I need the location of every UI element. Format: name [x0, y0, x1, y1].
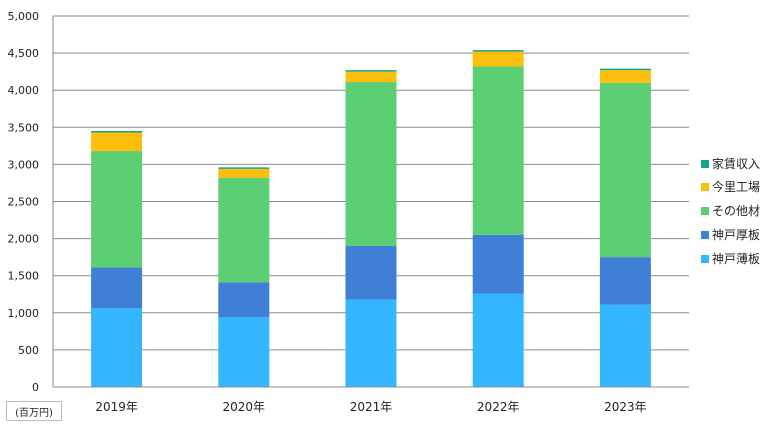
y-tick-label: 3,500	[8, 121, 40, 134]
bar-segment	[599, 304, 651, 387]
x-tick-label: 2022年	[477, 400, 520, 414]
legend-swatch	[701, 255, 709, 263]
x-tick-label: 2023年	[604, 400, 647, 414]
legend-label: その他材	[712, 204, 760, 218]
axes	[52, 16, 689, 388]
y-tick-label: 1,000	[8, 307, 40, 320]
bar-segment	[599, 68, 651, 71]
legend-swatch	[701, 231, 709, 239]
y-axis-ticks: 0 500 1,000 1,500 2,000 2,500 3,000 3,500 4,000 4…	[8, 10, 40, 394]
x-tick-label: 2020年	[223, 400, 266, 414]
y-tick-label: 5,000	[8, 10, 40, 23]
bar-segment	[218, 317, 270, 387]
bar-segment	[91, 308, 143, 387]
bar-segment	[345, 70, 397, 72]
bar-segment	[472, 234, 524, 294]
y-tick-label: 0	[32, 381, 39, 394]
legend-swatch	[701, 160, 709, 168]
bar-segment	[91, 267, 143, 309]
y-tick-label: 1,500	[8, 270, 40, 283]
y-tick-label: 500	[18, 344, 39, 357]
legend-label: 神戸厚板	[712, 228, 760, 242]
bar-segment	[91, 131, 143, 133]
x-axis-ticks: 2019年 2020年 2021年 2022年 2023年	[95, 400, 646, 414]
bar-segment	[472, 50, 524, 52]
x-tick-label: 2021年	[350, 400, 393, 414]
bar-segment	[472, 51, 524, 67]
bar-segment	[345, 71, 397, 83]
legend-label: 家賃収入	[712, 156, 760, 171]
legend-swatch	[701, 183, 709, 191]
y-tick-label: 3,000	[8, 158, 40, 171]
bar-segment	[472, 293, 524, 387]
bar-segment	[345, 299, 397, 387]
bar-segment	[218, 282, 270, 318]
bar-segment	[218, 177, 270, 283]
legend-label: 神戸薄板	[712, 251, 760, 266]
bar-segment	[599, 257, 651, 305]
legend-swatch	[701, 207, 709, 215]
bar-segment	[91, 151, 143, 268]
y-tick-label: 2,500	[8, 196, 40, 209]
x-tick-label: 2019年	[95, 400, 138, 414]
bar-segment	[218, 168, 270, 178]
y-tick-label: 4,000	[8, 84, 40, 97]
bar-segment	[599, 82, 651, 258]
bars	[91, 50, 651, 387]
unit-label: (百万円)	[6, 401, 62, 421]
bar-segment	[91, 132, 143, 152]
bar-segment	[218, 167, 270, 169]
y-tick-label: 2,000	[8, 233, 40, 246]
y-tick-label: 4,500	[8, 47, 40, 60]
legend-label: 今里工場	[712, 179, 760, 194]
bar-segment	[472, 66, 524, 235]
bar-segment	[345, 82, 397, 247]
bar-segment	[599, 70, 651, 83]
bar-segment	[345, 246, 397, 300]
